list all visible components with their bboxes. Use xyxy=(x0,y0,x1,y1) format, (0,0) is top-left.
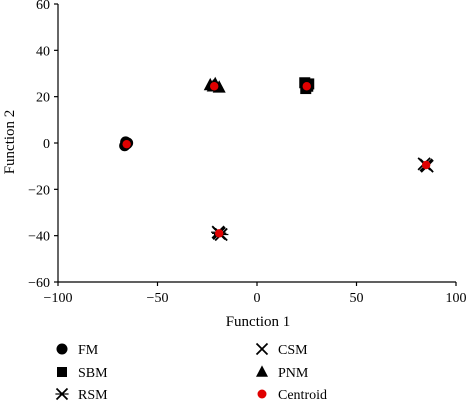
legend-item-pnm: PNM xyxy=(256,365,309,381)
centroid-point xyxy=(302,82,311,91)
x-tick-label: 50 xyxy=(350,291,364,306)
legend-marker xyxy=(257,389,267,399)
legend-item-sbm: SBM xyxy=(57,366,108,381)
centroid-point xyxy=(214,229,224,238)
x-axis-label: Function 1 xyxy=(226,314,291,330)
legend-label: SBM xyxy=(78,366,108,381)
legend: FM SBM RSM CSM PNM Centroid xyxy=(55,342,327,403)
legend-item-csm: CSM xyxy=(255,342,308,358)
x-tick-label: −100 xyxy=(44,291,73,306)
legend-label: CSM xyxy=(278,343,308,358)
data-points xyxy=(119,76,434,242)
y-tick-label: 0 xyxy=(43,137,50,152)
legend-item-centroid: Centroid xyxy=(257,388,327,403)
y-tick-label: 60 xyxy=(36,0,50,13)
legend-marker xyxy=(256,365,268,377)
centroid-point xyxy=(210,82,219,91)
y-axis-label: Function 2 xyxy=(2,110,18,175)
x-stroke xyxy=(255,342,269,356)
y-tick-label: −20 xyxy=(28,183,50,198)
y-tick-label: −60 xyxy=(28,276,50,291)
legend-label: Centroid xyxy=(278,388,327,403)
legend-marker xyxy=(255,342,269,356)
legend-item-rsm: RSM xyxy=(55,387,108,403)
centroid-point xyxy=(421,160,431,170)
legend-marker xyxy=(57,367,67,377)
legend-label: PNM xyxy=(278,366,309,381)
centroid-point xyxy=(122,139,131,149)
legend-marker xyxy=(56,343,68,355)
y-tick-label: 20 xyxy=(36,91,50,106)
x-tick-label: −50 xyxy=(147,291,169,306)
legend-item-fm: FM xyxy=(56,343,99,358)
y-tick-label: −40 xyxy=(28,230,50,245)
legend-label: RSM xyxy=(78,388,108,403)
legend-marker xyxy=(55,387,69,401)
y-tick-label: 40 xyxy=(36,44,50,59)
legend-label: FM xyxy=(78,343,99,358)
x-tick-label: 100 xyxy=(446,291,466,306)
plot-area: −60 −40 −20 0 20 40 60 −100 −50 0 50 100 xyxy=(28,0,466,306)
series-centroid xyxy=(122,82,431,238)
x-tick-label: 0 xyxy=(254,291,261,306)
